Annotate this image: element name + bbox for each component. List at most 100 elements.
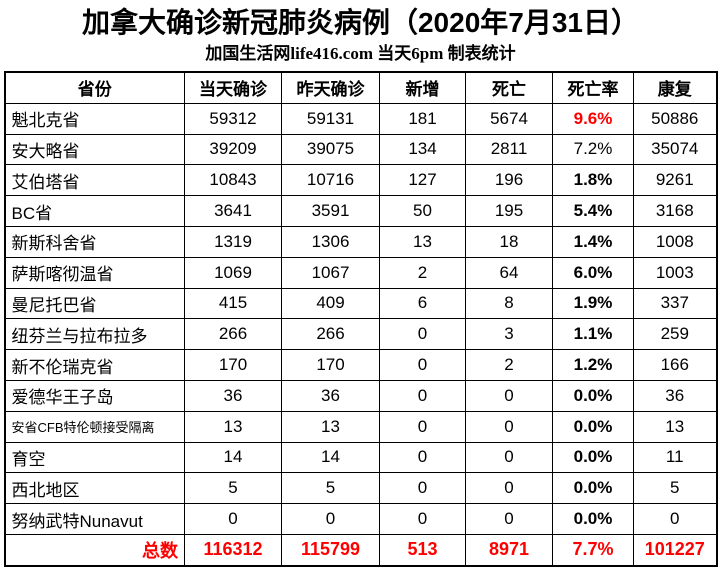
cell-death-rate: 5.4% <box>552 195 634 227</box>
cell-yesterday: 409 <box>281 287 380 320</box>
cell-new: 50 <box>379 195 466 227</box>
cell-new: 127 <box>379 164 466 197</box>
cell-province: 爱德华王子岛 <box>4 379 185 412</box>
cell-yesterday: 13 <box>281 410 380 443</box>
cell-deaths: 196 <box>465 164 553 197</box>
cell-today: 36 <box>184 379 282 412</box>
col-header-deaths: 死亡 <box>465 71 553 104</box>
cell-today: 14 <box>184 441 282 474</box>
cell-deaths: 0 <box>465 379 553 412</box>
cell-province: 纽芬兰与拉布拉多 <box>4 318 185 351</box>
cell-death-rate: 0.0% <box>552 472 634 505</box>
cell-recovered: 166 <box>633 349 717 381</box>
cell-deaths: 195 <box>465 195 553 227</box>
cell-new: 0 <box>379 379 466 412</box>
cell-province: 艾伯塔省 <box>4 164 185 197</box>
cell-new: 0 <box>379 410 466 443</box>
cell-today: 0 <box>184 503 282 535</box>
page-subtitle: 加国生活网life416.com 当天6pm 制表统计 <box>205 44 516 63</box>
cell-deaths: 0 <box>465 472 553 505</box>
cell-death-rate: 1.1% <box>552 318 634 351</box>
cell-province: 新斯科舍省 <box>4 225 185 258</box>
cell-deaths: 8 <box>465 287 553 320</box>
col-header-yesterday-confirmed: 昨天确诊 <box>281 71 380 104</box>
cell-recovered: 11 <box>633 441 717 474</box>
cell-new: 0 <box>379 472 466 505</box>
cell-province: 努纳武特Nunavut <box>4 503 185 535</box>
table-row-new-brunswick: 新不伦瑞克省 170 170 0 2 1.2% 166 <box>4 349 717 381</box>
cell-death-rate: 1.2% <box>552 349 634 381</box>
cell-deaths: 0 <box>465 441 553 474</box>
cell-today: 415 <box>184 287 282 320</box>
table-row-cfb-trenton: 安省CFB特伦顿接受隔离 13 13 0 0 0.0% 13 <box>4 410 717 443</box>
cell-yesterday: 39075 <box>281 133 380 166</box>
cell-yesterday: 14 <box>281 441 380 474</box>
cell-death-rate: 9.6% <box>552 102 634 135</box>
header-row: 省份 当天确诊 昨天确诊 新增 死亡 死亡率 康复 <box>4 71 717 104</box>
cell-today: 1319 <box>184 225 282 258</box>
cell-yesterday: 0 <box>281 503 380 535</box>
cell-new: 13 <box>379 225 466 258</box>
cell-deaths: 0 <box>465 503 553 535</box>
cell-death-rate: 0.0% <box>552 379 634 412</box>
cell-recovered: 36 <box>633 379 717 412</box>
table-row-northwest-territories: 西北地区 5 5 0 0 0.0% 5 <box>4 472 717 505</box>
cell-death-rate: 6.0% <box>552 256 634 289</box>
total-recovered: 101227 <box>633 533 717 567</box>
cell-today: 170 <box>184 349 282 381</box>
cell-province: BC省 <box>4 195 185 227</box>
cell-recovered: 50886 <box>633 102 717 135</box>
cell-recovered: 13 <box>633 410 717 443</box>
table-row-bc: BC省 3641 3591 50 195 5.4% 3168 <box>4 195 717 227</box>
cell-death-rate: 1.8% <box>552 164 634 197</box>
cell-recovered: 1008 <box>633 225 717 258</box>
total-yesterday: 115799 <box>281 533 380 567</box>
cell-death-rate: 0.0% <box>552 503 634 535</box>
cell-new: 0 <box>379 318 466 351</box>
cell-province: 安大略省 <box>4 133 185 166</box>
cell-today: 39209 <box>184 133 282 166</box>
total-death-rate: 7.7% <box>552 533 634 567</box>
cell-yesterday: 1306 <box>281 225 380 258</box>
cell-recovered: 1003 <box>633 256 717 289</box>
table-row-ontario: 安大略省 39209 39075 134 2811 7.2% 35074 <box>4 133 717 166</box>
table-row-nunavut: 努纳武特Nunavut 0 0 0 0 0.0% 0 <box>4 503 717 535</box>
cell-province: 魁北克省 <box>4 102 185 135</box>
total-today: 116312 <box>184 533 282 567</box>
cell-death-rate: 1.9% <box>552 287 634 320</box>
cell-deaths: 2 <box>465 349 553 381</box>
cell-death-rate: 0.0% <box>552 441 634 474</box>
cell-new: 134 <box>379 133 466 166</box>
total-row: 总数 116312 115799 513 8971 7.7% 101227 <box>4 533 717 567</box>
cell-recovered: 5 <box>633 472 717 505</box>
table-row-saskatchewan: 萨斯喀彻温省 1069 1067 2 64 6.0% 1003 <box>4 256 717 289</box>
cell-province: 萨斯喀彻温省 <box>4 256 185 289</box>
cell-deaths: 5674 <box>465 102 553 135</box>
cell-province: 西北地区 <box>4 472 185 505</box>
cell-deaths: 18 <box>465 225 553 258</box>
cell-death-rate: 0.0% <box>552 410 634 443</box>
table-row-yukon: 育空 14 14 0 0 0.0% 11 <box>4 441 717 474</box>
cell-yesterday: 59131 <box>281 102 380 135</box>
total-new: 513 <box>379 533 466 567</box>
cell-today: 5 <box>184 472 282 505</box>
table-row-manitoba: 曼尼托巴省 415 409 6 8 1.9% 337 <box>4 287 717 320</box>
cell-new: 0 <box>379 441 466 474</box>
cell-today: 1069 <box>184 256 282 289</box>
cell-yesterday: 266 <box>281 318 380 351</box>
cell-yesterday: 10716 <box>281 164 380 197</box>
cell-province: 安省CFB特伦顿接受隔离 <box>4 410 185 443</box>
table-row-pei: 爱德华王子岛 36 36 0 0 0.0% 36 <box>4 379 717 412</box>
cell-today: 10843 <box>184 164 282 197</box>
cell-today: 13 <box>184 410 282 443</box>
cell-deaths: 2811 <box>465 133 553 166</box>
page-title: 加拿大确诊新冠肺炎病例（2020年7月31日） <box>81 7 639 38</box>
cell-province: 育空 <box>4 441 185 474</box>
cell-new: 181 <box>379 102 466 135</box>
cell-today: 3641 <box>184 195 282 227</box>
cell-death-rate: 1.4% <box>552 225 634 258</box>
cell-new: 0 <box>379 349 466 381</box>
cell-recovered: 35074 <box>633 133 717 166</box>
cell-today: 59312 <box>184 102 282 135</box>
cell-death-rate: 7.2% <box>552 133 634 166</box>
